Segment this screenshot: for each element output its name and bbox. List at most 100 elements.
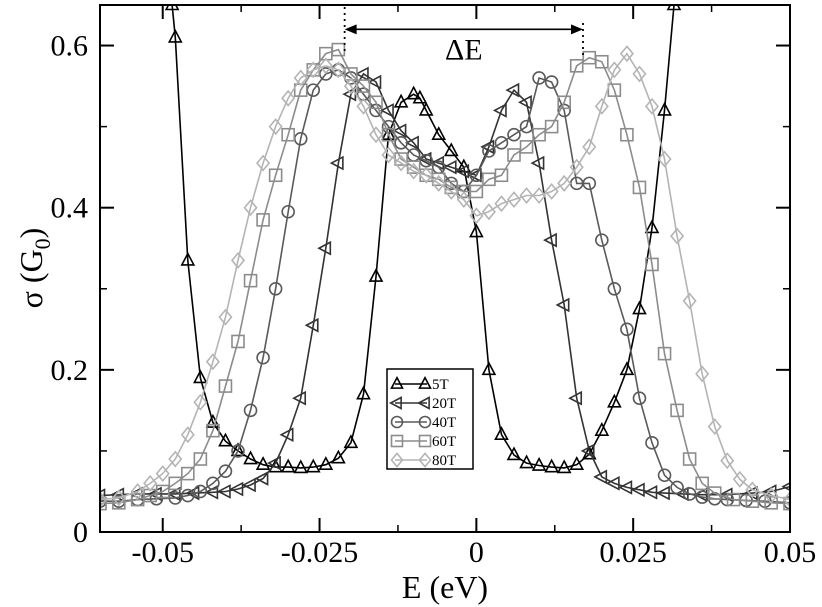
data-point (267, 455, 281, 471)
data-point (580, 443, 595, 459)
data-point (782, 491, 790, 509)
data-point (193, 393, 208, 411)
data-point (682, 487, 697, 501)
data-point (568, 390, 583, 406)
data-point (582, 176, 597, 191)
data-point (544, 75, 559, 89)
legend-label-5T: 5T (432, 377, 449, 393)
data-point (643, 484, 658, 500)
data-point (417, 151, 432, 167)
delta-e-label: ΔE (445, 33, 483, 66)
data-point (594, 422, 610, 436)
y-axis-label-main: σ (G (13, 249, 49, 308)
y-axis-label-sub: 0 (30, 238, 55, 249)
data-point (243, 450, 258, 465)
data-point (644, 97, 660, 115)
data-point (143, 474, 158, 492)
data-point (367, 74, 382, 90)
legend-label-40T: 40T (432, 415, 456, 431)
data-point (230, 251, 246, 269)
data-point (181, 466, 195, 481)
data-point (241, 477, 256, 493)
data-point (354, 66, 369, 82)
data-point (305, 458, 321, 473)
data-point (726, 492, 741, 507)
data-point (695, 476, 709, 491)
data-point (481, 203, 496, 221)
y-axis-label-tail: ) (13, 228, 49, 239)
data-point (619, 45, 634, 63)
data-point (231, 444, 245, 458)
data-point (657, 346, 672, 361)
data-point (254, 471, 269, 486)
data-point (216, 484, 231, 499)
data-point (256, 213, 270, 227)
legend-marker-5T (418, 375, 432, 389)
data-point (206, 423, 220, 438)
data-point (619, 361, 635, 376)
data-point (657, 150, 672, 168)
data-point (595, 233, 609, 247)
data-point (281, 127, 295, 142)
data-point (595, 54, 609, 69)
data-point (732, 470, 747, 488)
data-point (745, 494, 760, 508)
data-point (618, 480, 633, 495)
data-point (519, 187, 534, 204)
data-point (444, 183, 459, 200)
data-point (193, 369, 208, 384)
data-point (632, 65, 647, 83)
data-point (419, 166, 434, 184)
data-point (781, 482, 790, 492)
data-point (243, 403, 258, 418)
legend-marker-5T (390, 375, 404, 389)
data-point (168, 476, 183, 491)
series-line-80T (100, 52, 790, 501)
data-point (180, 426, 195, 444)
data-point (670, 403, 684, 418)
data-point (544, 458, 559, 473)
data-point (405, 135, 419, 151)
data-point (469, 223, 484, 238)
data-point (607, 393, 622, 408)
data-point (569, 158, 584, 176)
x-axis-label: E (eV) (402, 569, 488, 605)
data-point (343, 434, 359, 449)
data-point (418, 101, 434, 116)
data-point (318, 57, 333, 75)
data-point (557, 95, 571, 110)
data-point (645, 436, 659, 450)
data-point (356, 97, 371, 115)
data-point (569, 59, 584, 73)
data-point (185, 485, 200, 501)
data-point (356, 385, 371, 400)
data-point (406, 162, 421, 180)
data-point (455, 163, 470, 179)
data-point (229, 481, 244, 497)
legend-label-20T: 20T (432, 396, 456, 412)
legend-marker-40T (418, 415, 432, 429)
data-point (506, 191, 522, 209)
data-point (607, 83, 622, 97)
data-point (482, 144, 496, 158)
data-point (112, 496, 126, 510)
data-point (657, 101, 672, 116)
data-point (193, 484, 208, 499)
data-point (469, 207, 484, 225)
series-line-60T (100, 48, 790, 505)
data-point (379, 103, 394, 118)
x-tick-label: -0.025 (281, 536, 359, 569)
legend-marker-20T (388, 396, 402, 410)
data-point (393, 93, 409, 108)
data-point (293, 69, 308, 87)
data-point (368, 126, 384, 144)
data-point (281, 204, 295, 219)
data-point (394, 154, 409, 172)
data-point (492, 103, 507, 118)
x-tick-label: 0.05 (764, 536, 817, 569)
series-80T (100, 45, 790, 509)
data-point (544, 119, 559, 134)
data-point (569, 456, 585, 471)
data-point (292, 390, 307, 406)
data-point (481, 361, 497, 376)
